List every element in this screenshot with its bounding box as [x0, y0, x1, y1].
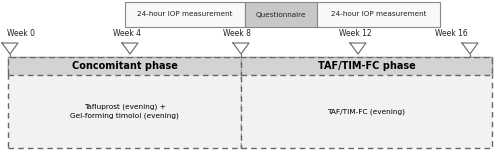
Text: Week 12: Week 12 [338, 28, 372, 37]
Polygon shape [350, 43, 366, 54]
Polygon shape [462, 43, 478, 54]
Text: Concomitant phase: Concomitant phase [72, 61, 178, 71]
Bar [241, 57, 492, 75]
Polygon shape [122, 43, 138, 54]
Text: Week 4: Week 4 [113, 28, 141, 37]
Bar [241, 57, 492, 148]
Text: Week 0: Week 0 [7, 28, 35, 37]
Bar [317, 2, 440, 27]
Bar [125, 2, 245, 27]
Text: TAF/TIM-FC (evening): TAF/TIM-FC (evening) [328, 108, 406, 115]
Polygon shape [2, 43, 18, 54]
Text: Week 16: Week 16 [435, 28, 468, 37]
Bar [8, 57, 241, 148]
Bar [245, 2, 317, 27]
Text: TAF/TIM-FC phase: TAF/TIM-FC phase [318, 61, 416, 71]
Text: Tafluprost (evening) +
Gel-forming timolol (evening): Tafluprost (evening) + Gel-forming timol… [70, 104, 179, 119]
Polygon shape [233, 43, 249, 54]
Text: Questionnaire: Questionnaire [256, 11, 306, 17]
Bar [8, 57, 241, 75]
Text: 24-hour IOP measurement: 24-hour IOP measurement [137, 11, 233, 17]
Text: 24-hour IOP measurement: 24-hour IOP measurement [331, 11, 426, 17]
Text: Week 8: Week 8 [223, 28, 251, 37]
